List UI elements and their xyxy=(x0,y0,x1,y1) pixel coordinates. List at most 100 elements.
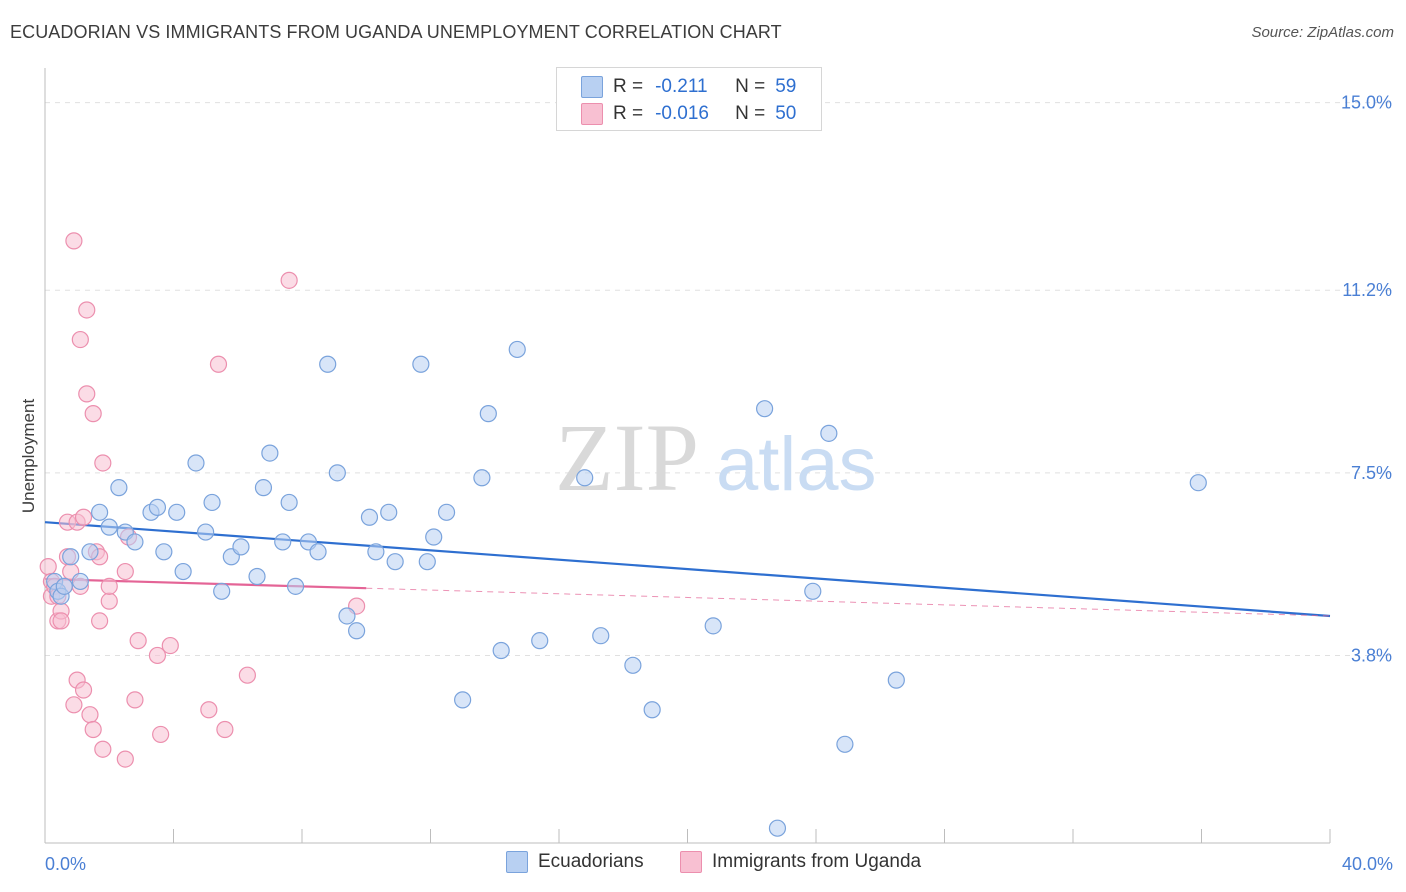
point-ecuadorians xyxy=(531,632,549,650)
legend-n-value: 59 xyxy=(775,76,797,97)
y-tick-label: 15.0% xyxy=(1341,93,1392,113)
point-ecuadorians xyxy=(380,503,398,521)
watermark-atlas: atlas xyxy=(716,422,877,507)
point-ecuadorians xyxy=(367,543,385,561)
legend-row-ecuadorians: R = -0.211 N = 59 xyxy=(581,75,796,99)
chart-title: ECUADORIAN VS IMMIGRANTS FROM UGANDA UNE… xyxy=(10,22,782,42)
point-uganda xyxy=(78,385,96,403)
point-uganda xyxy=(209,355,228,373)
point-uganda xyxy=(78,301,96,319)
point-ecuadorians xyxy=(328,464,346,482)
point-uganda xyxy=(116,750,134,768)
legend-label-ecuadorians: Ecuadorians xyxy=(538,851,644,872)
watermark-zip: ZIP xyxy=(555,404,699,511)
y-axis-label: Unemployment xyxy=(19,399,38,514)
y-tick-label: 7.5% xyxy=(1351,463,1392,483)
correlation-legend: R = -0.211 N = 59 R = -0.016 N = 50 xyxy=(556,67,822,131)
point-ecuadorians xyxy=(1189,474,1207,492)
point-uganda xyxy=(65,696,83,714)
point-ecuadorians xyxy=(100,518,118,536)
point-ecuadorians xyxy=(274,533,292,551)
point-uganda xyxy=(39,558,57,576)
point-ecuadorians xyxy=(232,538,250,556)
legend-row-uganda: R = -0.016 N = 50 xyxy=(581,102,796,126)
legend-swatch-pink xyxy=(581,103,603,125)
point-uganda xyxy=(238,666,256,684)
trendline-uganda xyxy=(44,577,367,590)
watermark: ZIP atlas xyxy=(555,404,877,511)
data-points xyxy=(39,232,1207,837)
legend-item-uganda[interactable]: Immigrants from Uganda xyxy=(680,851,921,873)
point-uganda xyxy=(94,740,112,758)
point-ecuadorians xyxy=(820,424,838,442)
legend-n-value: 50 xyxy=(775,103,797,124)
point-uganda xyxy=(148,646,167,665)
point-ecuadorians xyxy=(254,479,273,497)
point-ecuadorians xyxy=(148,498,167,516)
point-uganda xyxy=(74,681,93,699)
point-ecuadorians xyxy=(286,577,305,595)
point-ecuadorians xyxy=(168,503,186,521)
point-uganda xyxy=(161,636,179,655)
legend-item-ecuadorians[interactable]: Ecuadorians xyxy=(506,851,644,873)
x-tick-label: 40.0% xyxy=(1342,854,1393,874)
legend-r-value: -0.016 xyxy=(655,103,709,124)
point-uganda xyxy=(81,706,99,724)
point-uganda xyxy=(200,701,218,719)
point-ecuadorians xyxy=(280,493,298,512)
point-uganda xyxy=(100,592,118,610)
point-ecuadorians xyxy=(454,691,472,709)
point-ecuadorians xyxy=(319,355,337,373)
point-uganda xyxy=(152,725,170,744)
y-tick-label: 11.2% xyxy=(1342,280,1392,300)
trend-lines xyxy=(44,521,1331,618)
point-ecuadorians xyxy=(348,622,366,640)
point-ecuadorians xyxy=(261,444,279,462)
point-ecuadorians xyxy=(479,405,497,423)
legend-swatch-blue xyxy=(506,851,528,873)
point-ecuadorians xyxy=(110,479,128,497)
point-ecuadorians xyxy=(213,582,231,600)
legend-r-label: R = xyxy=(613,76,644,97)
point-ecuadorians xyxy=(197,523,215,541)
point-ecuadorians xyxy=(62,548,80,566)
series-legend: Ecuadorians Immigrants from Uganda xyxy=(0,851,1406,877)
point-uganda xyxy=(280,271,298,289)
point-ecuadorians xyxy=(592,627,610,645)
legend-swatch-blue xyxy=(581,76,603,98)
point-uganda xyxy=(116,562,134,581)
point-ecuadorians xyxy=(755,400,774,418)
point-ecuadorians xyxy=(248,567,266,586)
point-ecuadorians xyxy=(624,656,642,674)
point-ecuadorians xyxy=(768,819,787,837)
point-ecuadorians xyxy=(187,454,205,472)
point-ecuadorians xyxy=(508,340,526,359)
point-uganda xyxy=(216,720,234,739)
legend-n-label: N = xyxy=(735,76,766,97)
legend-label-uganda: Immigrants from Uganda xyxy=(712,851,922,872)
point-ecuadorians xyxy=(492,641,510,660)
point-ecuadorians xyxy=(360,508,379,526)
point-ecuadorians xyxy=(55,577,73,595)
point-uganda xyxy=(91,612,109,630)
legend-r-value: -0.211 xyxy=(655,76,708,97)
point-ecuadorians xyxy=(412,355,430,373)
point-ecuadorians xyxy=(887,671,905,689)
point-uganda xyxy=(100,577,118,595)
trendline-uganda-extrapolated xyxy=(366,587,1331,617)
grid-lines xyxy=(45,102,1390,656)
point-uganda xyxy=(94,454,112,472)
legend-r-label: R = xyxy=(613,103,644,124)
point-uganda xyxy=(129,632,147,650)
legend-swatch-pink xyxy=(680,851,702,873)
point-ecuadorians xyxy=(203,493,221,512)
point-ecuadorians xyxy=(338,607,356,625)
point-ecuadorians xyxy=(126,533,144,551)
point-ecuadorians xyxy=(804,582,822,600)
y-tick-label: 3.8% xyxy=(1351,645,1392,665)
point-uganda xyxy=(71,330,89,349)
point-uganda xyxy=(52,612,70,630)
point-ecuadorians xyxy=(81,543,99,561)
point-ecuadorians xyxy=(386,553,404,571)
point-ecuadorians xyxy=(91,503,109,521)
